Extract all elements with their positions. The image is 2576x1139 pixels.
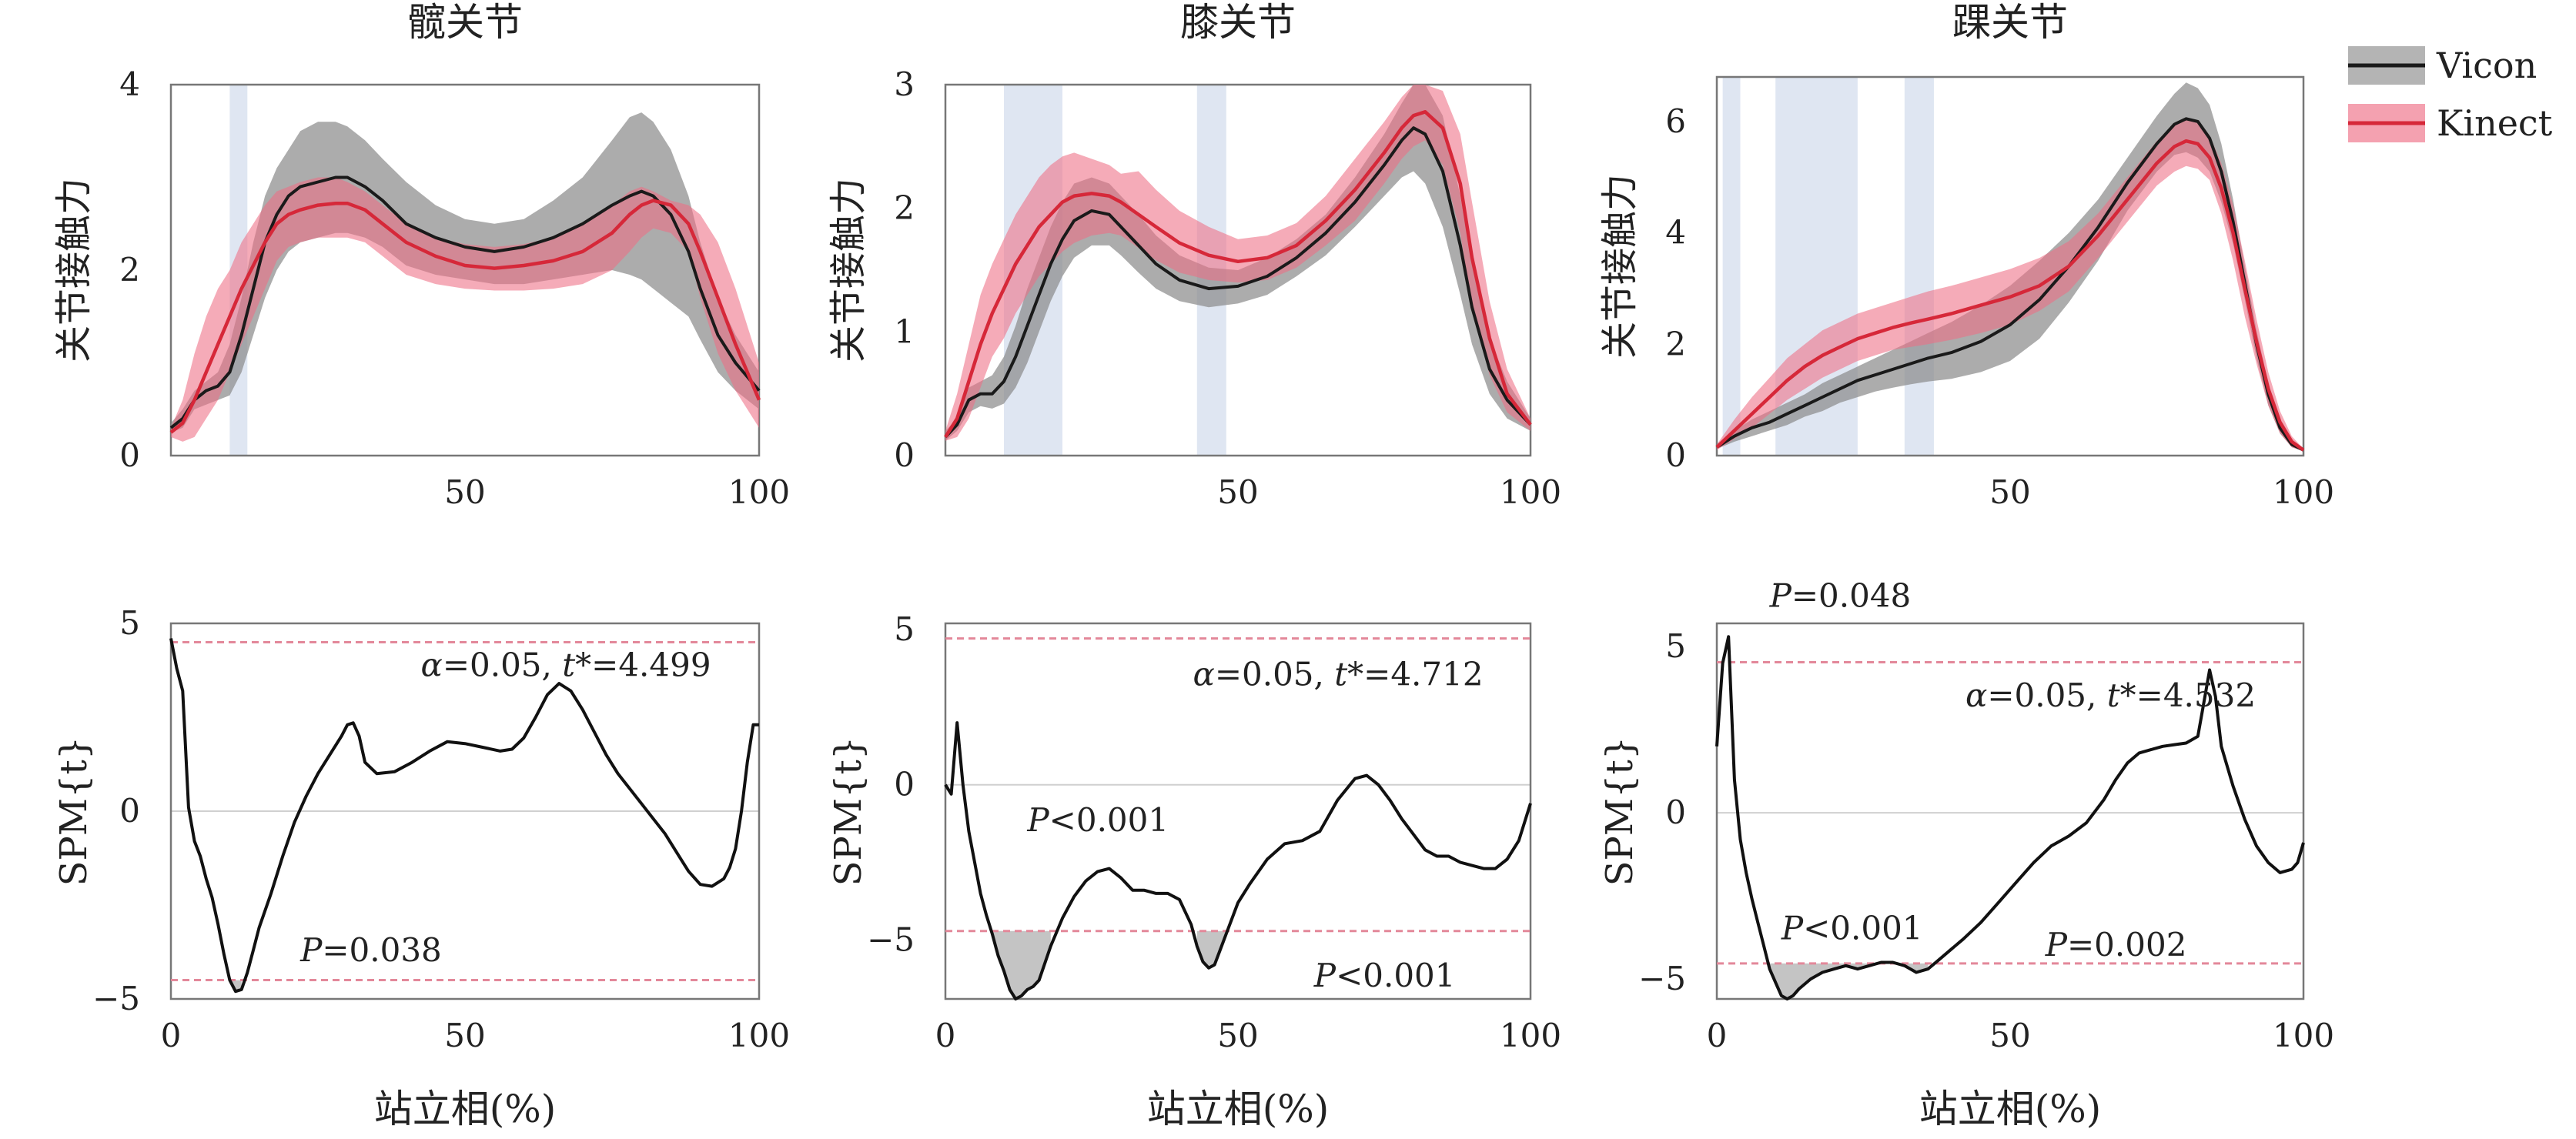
axes-frame (944, 622, 1532, 1000)
x-tick-label: 50 (1217, 473, 1258, 511)
legend-vicon-label: Vicon (2436, 45, 2537, 86)
y-axis-label: SPM{t} (1598, 737, 1641, 887)
y-tick-label: 5 (119, 604, 140, 642)
y-tick-label: −5 (867, 920, 915, 958)
y-tick-label: 5 (1665, 627, 1686, 665)
y-tick-label: 5 (894, 610, 915, 648)
p-value-annotation: P<0.001 (1026, 801, 1169, 839)
y-tick-label: −5 (92, 980, 140, 1017)
x-tick-label: 100 (728, 1017, 790, 1054)
x-tick-label: 100 (728, 473, 790, 511)
p-value-annotation: P=0.038 (299, 931, 442, 969)
axes-frame (944, 83, 1532, 457)
axes-frame (1715, 622, 2305, 1000)
x-tick-label: 50 (1217, 1017, 1258, 1054)
threshold-label: α=0.05, t*=4.532 (1965, 676, 2256, 714)
y-axis-label: 关节接触力 (52, 178, 95, 362)
axes-frame (169, 622, 761, 1000)
chart-panel-6: 0 50 100 −5 0 5 SPM{t} 站立相(%) α=0.05, t*=4.532 P=… (1598, 576, 2334, 1131)
vicon-band (1717, 82, 2303, 452)
x-tick-label: 100 (2273, 473, 2334, 511)
threshold-label: α=0.05, t*=4.712 (1193, 656, 1483, 693)
y-tick-label: 2 (119, 251, 140, 289)
vicon-line (944, 126, 1532, 439)
y-tick-label: −5 (1638, 960, 1686, 997)
kinect-band (1717, 119, 2303, 452)
y-tick-label: 3 (894, 65, 915, 103)
x-tick-label: 100 (1500, 1017, 1561, 1054)
y-axis-label: SPM{t} (827, 737, 870, 887)
kinect-line (169, 199, 761, 434)
legend: Vicon Kinect (2348, 45, 2553, 144)
legend-kinect-label: Kinect (2437, 102, 2553, 144)
y-tick-label: 2 (894, 189, 915, 227)
chart-panel-4: 0 50 100 −5 0 5 SPM{t} 站立相(%) α=0.05, t*=4.499 P=… (52, 604, 790, 1131)
y-tick-label: 4 (1665, 214, 1686, 252)
x-tick-label: 0 (1707, 1017, 1728, 1054)
x-tick-label: 0 (935, 1017, 956, 1054)
supra-threshold-cluster (1196, 930, 1226, 968)
x-tick-label: 0 (161, 1017, 182, 1054)
x-tick-label: 50 (444, 473, 485, 511)
y-tick-label: 0 (119, 792, 140, 830)
x-tick-label: 50 (444, 1017, 485, 1054)
x-tick-label: 50 (1989, 1017, 2030, 1054)
y-axis-label: 关节接触力 (1598, 174, 1641, 359)
threshold-label: α=0.05, t*=4.499 (420, 646, 711, 683)
chart-title: 髋关节 (407, 0, 523, 45)
axes-frame (1715, 75, 2305, 457)
axes-frame (169, 83, 761, 457)
chart-title: 踝关节 (1952, 0, 2068, 45)
p-value-annotation: P=0.048 (1769, 576, 1912, 614)
p-value-annotation: P<0.001 (1781, 909, 1923, 947)
spm-line (169, 638, 759, 994)
spm-line (944, 721, 1532, 1000)
y-tick-label: 0 (894, 436, 915, 474)
x-tick-label: 100 (1500, 473, 1561, 511)
y-tick-label: 2 (1665, 325, 1686, 362)
chart-panel-5: 0 50 100 −5 0 5 SPM{t} 站立相(%) α=0.05, t*=4.712 P<… (827, 610, 1561, 1131)
p-value-annotation: P=0.002 (2045, 926, 2187, 964)
spm-line (1715, 635, 2305, 1000)
y-tick-label: 1 (894, 312, 915, 350)
kinect-line (944, 110, 1532, 439)
significant-region (1904, 77, 1934, 456)
x-tick-label: 100 (2273, 1017, 2334, 1054)
x-axis-label: 站立相(%) (374, 1087, 557, 1131)
y-axis-label: SPM{t} (52, 737, 95, 887)
y-tick-label: 0 (1665, 436, 1686, 474)
chart-title: 膝关节 (1180, 0, 1296, 45)
y-tick-label: 0 (119, 436, 140, 474)
y-axis-label: 关节接触力 (827, 178, 870, 362)
y-tick-label: 0 (1665, 793, 1686, 831)
p-value-annotation: P<0.001 (1313, 957, 1456, 994)
x-axis-label: 站立相(%) (1919, 1087, 2102, 1131)
kinect-line (1715, 139, 2305, 452)
supra-threshold-cluster (1769, 963, 1870, 999)
x-axis-label: 站立相(%) (1147, 1087, 1330, 1131)
kinect-band (171, 177, 759, 442)
x-tick-label: 50 (1989, 473, 2030, 511)
y-tick-label: 4 (119, 65, 140, 103)
y-tick-label: 6 (1665, 102, 1686, 140)
significant-region (1722, 77, 1741, 456)
y-tick-label: 0 (894, 766, 915, 803)
vicon-line (169, 175, 761, 429)
